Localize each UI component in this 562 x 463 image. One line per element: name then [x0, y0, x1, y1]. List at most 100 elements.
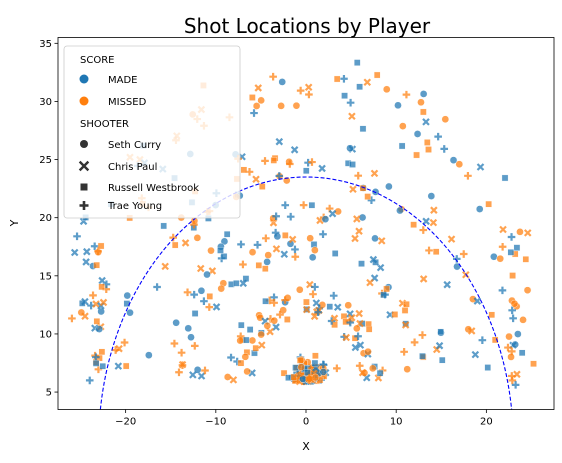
shot-point — [340, 74, 348, 83]
shot-point — [203, 270, 211, 279]
shot-point — [523, 229, 532, 237]
legend-missed-marker — [79, 96, 89, 106]
shot-point — [249, 94, 256, 101]
shot-point — [398, 142, 406, 150]
shot-point — [424, 139, 431, 146]
y-tick-label: 30 — [39, 97, 52, 108]
shot-point — [309, 290, 317, 298]
shot-point — [98, 283, 105, 291]
shot-point — [238, 321, 245, 329]
shot-point — [340, 312, 348, 320]
legend-made-label: MADE — [108, 75, 138, 86]
shot-point — [507, 347, 516, 356]
shot-point — [396, 206, 404, 215]
shot-point — [425, 246, 433, 255]
shot-point — [333, 364, 341, 373]
shot-point — [491, 336, 499, 344]
shot-point — [455, 160, 464, 169]
shot-point — [519, 316, 527, 324]
shot-point — [498, 242, 507, 251]
legend-missed-label: MISSED — [108, 97, 147, 108]
y-axis-label: Y — [8, 219, 21, 227]
shot-point — [429, 218, 438, 227]
shot-point — [99, 362, 107, 370]
x-tick-label: 10 — [390, 417, 403, 428]
shot-point — [217, 284, 226, 293]
shot-point — [488, 311, 496, 319]
shot-point — [346, 144, 354, 153]
shot-point — [430, 206, 438, 214]
shot-point — [248, 248, 257, 257]
shot-point — [401, 307, 409, 314]
shot-point — [223, 230, 231, 238]
shot-point — [403, 365, 412, 374]
legend-x-marker — [78, 160, 90, 172]
shot-point — [434, 132, 442, 141]
shot-point — [419, 275, 428, 283]
shot-point — [98, 276, 106, 285]
shot-point — [190, 290, 198, 299]
shot-point — [347, 313, 356, 322]
shot-point — [197, 372, 206, 380]
shot-point — [437, 328, 445, 336]
shot-point — [266, 327, 274, 336]
shot-point — [319, 368, 328, 376]
shot-point — [504, 343, 512, 352]
shot-point — [308, 201, 316, 209]
shot-point — [308, 253, 317, 262]
shot-point — [264, 251, 273, 259]
shot-point — [81, 297, 89, 306]
shot-point — [349, 161, 356, 168]
legend-circle-marker — [80, 140, 88, 148]
shot-point — [212, 303, 221, 311]
shot-point — [286, 212, 295, 221]
shot-point — [394, 101, 402, 110]
shot-point — [207, 246, 215, 255]
shot-point — [68, 314, 76, 323]
shot-point — [523, 286, 532, 295]
shot-point — [318, 164, 326, 173]
shot-point — [269, 72, 277, 81]
legend-box — [63, 45, 241, 219]
shot-point — [358, 260, 365, 267]
shot-point — [233, 279, 240, 287]
shot-point — [259, 183, 266, 190]
shot-point — [294, 371, 303, 380]
shot-point — [516, 228, 524, 236]
shot-point — [354, 332, 362, 341]
shot-point — [206, 293, 214, 300]
shot-point — [513, 370, 521, 379]
shot-point — [200, 297, 208, 306]
shot-point — [240, 166, 248, 174]
shot-point — [229, 376, 238, 384]
shot-point — [285, 160, 294, 168]
shot-point — [169, 233, 178, 242]
shot-point — [356, 341, 365, 349]
shot-point — [509, 314, 517, 323]
shot-point — [223, 373, 232, 381]
shot-point — [499, 225, 507, 234]
shot-point — [263, 321, 272, 330]
shot-point — [417, 98, 425, 107]
shot-point — [349, 185, 357, 194]
legend-title-score: SCORE — [80, 55, 114, 66]
shot-point — [459, 250, 468, 258]
y-axis: 5 10 15 20 25 30 35 — [39, 39, 58, 399]
shot-point — [177, 348, 186, 357]
shot-point — [282, 232, 289, 239]
shot-point — [73, 232, 81, 241]
shot-point — [145, 351, 153, 360]
shot-point — [302, 167, 310, 175]
shot-point — [308, 158, 316, 166]
shot-point — [93, 318, 101, 325]
shot-point — [476, 163, 485, 171]
shot-point — [126, 308, 134, 317]
shot-point — [329, 291, 338, 300]
shot-point — [530, 360, 537, 368]
shot-point — [178, 361, 187, 369]
shot-point — [205, 303, 214, 311]
shot-point — [367, 196, 376, 205]
shot-point — [246, 326, 254, 333]
shot-point — [401, 321, 410, 329]
shot-point — [507, 233, 516, 241]
